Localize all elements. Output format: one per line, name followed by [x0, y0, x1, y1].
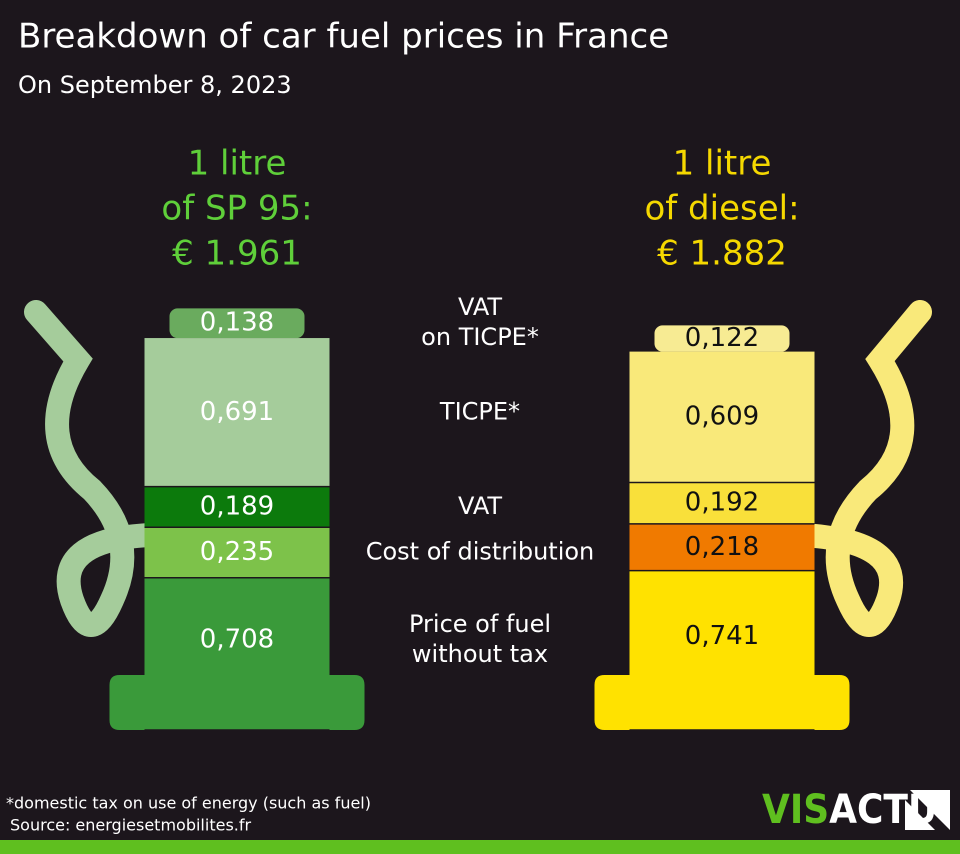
sp95-hose [24, 300, 162, 637]
segment [594, 570, 850, 730]
category-label: VAT [458, 492, 502, 520]
segment [629, 351, 815, 483]
logo-part: VIS [762, 787, 829, 833]
segment [109, 577, 365, 730]
value-label: 0,741 [685, 621, 759, 651]
category-label: TICPE* [439, 397, 520, 425]
diesel-hose [788, 300, 932, 637]
chart-title: Breakdown of car fuel prices in France [18, 17, 669, 57]
value-label: 0,235 [200, 537, 274, 567]
segment [144, 338, 330, 487]
series-header: 1 litre [673, 144, 772, 184]
value-label: 0,218 [685, 532, 759, 562]
category-label: VAT [458, 293, 502, 321]
segment [144, 527, 330, 578]
category-label: Price of fuel [409, 610, 551, 638]
series-header: 1 litre [188, 144, 287, 184]
segment [144, 486, 330, 528]
segment [629, 482, 815, 524]
value-label: 0,708 [200, 625, 274, 655]
value-label: 0,189 [200, 491, 274, 521]
segment [629, 523, 815, 571]
footnote: *domestic tax on use of energy (such as … [6, 794, 371, 813]
series-total: € 1.961 [172, 234, 302, 274]
segment [654, 325, 790, 352]
value-label: 0,609 [685, 402, 759, 432]
value-label: 0,138 [200, 308, 274, 338]
value-label: 0,691 [200, 397, 274, 427]
value-label: 0,122 [685, 323, 759, 353]
value-label: 0,192 [685, 488, 759, 518]
series-header: of SP 95: [161, 189, 312, 229]
source: Source: energiesetmobilites.fr [10, 816, 251, 835]
series-header: of diesel: [644, 189, 799, 229]
category-label: Cost of distribution [366, 538, 595, 566]
segment [169, 308, 305, 339]
category-label: on TICPE* [421, 323, 539, 351]
bottom-strip [0, 840, 960, 854]
logo-icon [905, 790, 950, 830]
chart-subtitle: On September 8, 2023 [18, 71, 292, 99]
series-total: € 1.882 [657, 234, 787, 274]
category-label: without tax [412, 640, 548, 668]
